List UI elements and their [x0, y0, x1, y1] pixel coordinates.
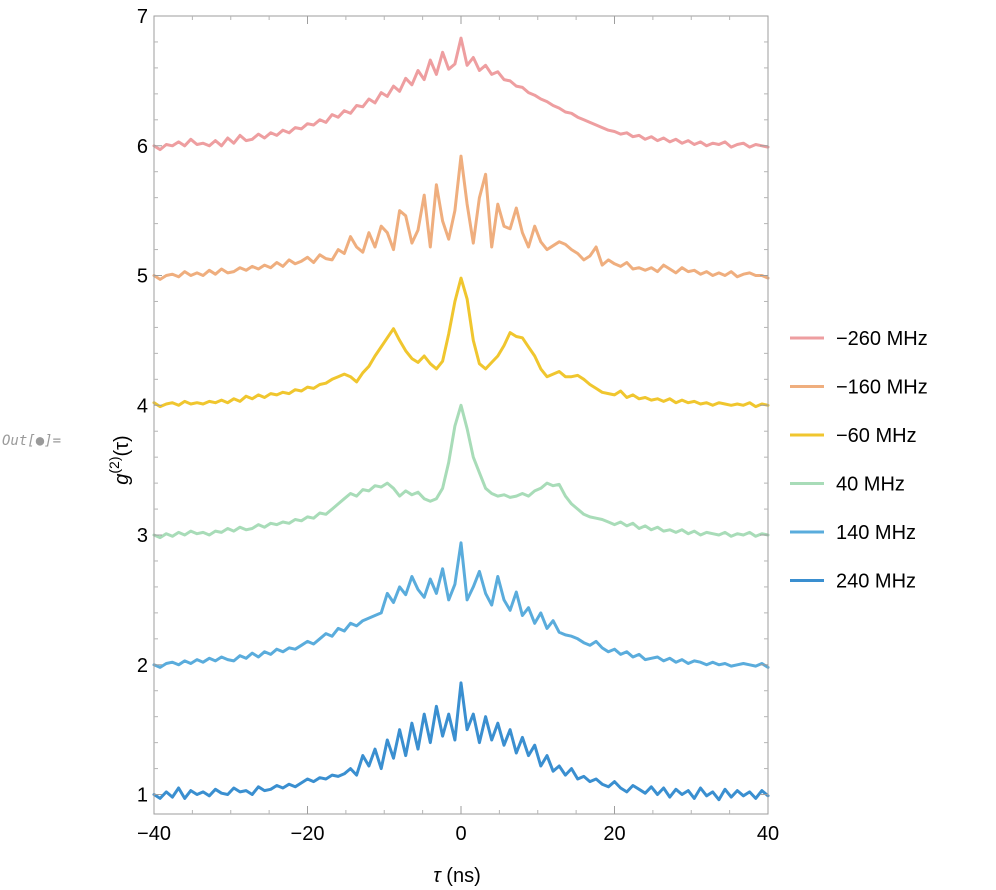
legend-label: 40 MHz: [836, 474, 905, 496]
y-tick-label: 6: [137, 136, 148, 158]
legend-label: −260 MHz: [836, 328, 928, 350]
legend-label: 140 MHz: [836, 522, 916, 544]
y-tick-label: 7: [137, 6, 148, 28]
series-line-0: [152, 36, 770, 152]
y-axis: 1 2 3 4 5 6 7: [137, 6, 768, 807]
y-axis-label: g(2)(τ): [106, 435, 133, 484]
legend: −260 MHz −160 MHz −60 MHz 40 MHz 140 MHz 240 …: [790, 328, 928, 593]
x-axis-label-symbol: τ: [433, 865, 442, 887]
y-axis-label-sup: (2): [106, 456, 122, 473]
output-cell-label: Out[●]=: [2, 433, 61, 449]
series-line-5: [152, 681, 770, 802]
x-tick-label: −20: [291, 823, 325, 845]
x-tick-label: 20: [603, 823, 625, 845]
y-tick-label: 4: [137, 395, 148, 417]
x-axis: −40 −20 0 20 40: [137, 16, 779, 845]
y-tick-label: 5: [137, 266, 148, 288]
x-axis-label: τ (ns): [433, 865, 480, 887]
series-line-3: [152, 403, 770, 540]
x-tick-label: 0: [455, 823, 466, 845]
legend-label: 240 MHz: [836, 571, 916, 593]
legend-label: −160 MHz: [836, 377, 928, 399]
series-lines: [152, 36, 770, 802]
legend-label: −60 MHz: [836, 425, 917, 447]
series-line-2: [152, 276, 770, 409]
y-tick-label: 2: [137, 655, 148, 677]
y-tick-label: 1: [137, 785, 148, 807]
series-line-1: [152, 154, 770, 281]
series-line-4: [152, 541, 770, 669]
y-axis-label-base: g: [111, 474, 133, 485]
x-axis-label-unit: (ns): [441, 865, 481, 887]
x-tick-label: −40: [137, 823, 171, 845]
y-tick-label: 3: [137, 525, 148, 547]
y-axis-label-arg: (τ): [111, 435, 133, 456]
x-tick-label: 40: [757, 823, 779, 845]
